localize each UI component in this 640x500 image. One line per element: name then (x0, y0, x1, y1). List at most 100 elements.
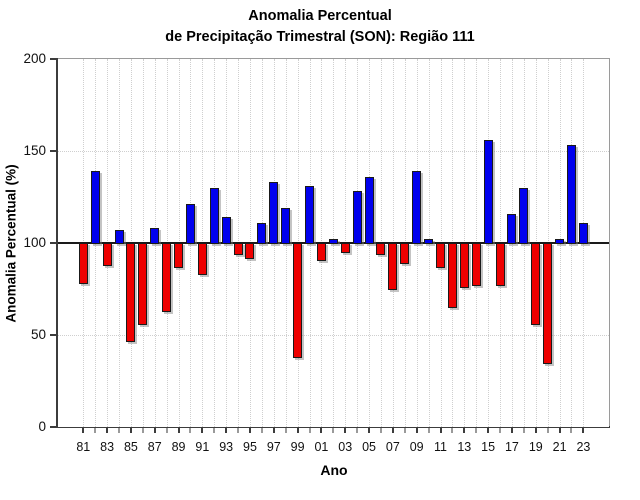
bar-1997 (269, 182, 279, 244)
x-tick-label-13: 13 (457, 440, 472, 454)
bar-2006 (376, 243, 386, 256)
x-tick-2023 (582, 428, 585, 433)
x-tick-2006 (379, 428, 382, 433)
bar-2003 (340, 243, 350, 254)
x-tick-label-17: 17 (504, 440, 519, 454)
x-tick-2005 (368, 428, 371, 433)
bar-1998 (281, 208, 291, 244)
x-tick-1989 (177, 428, 180, 433)
bar-1993 (221, 217, 231, 244)
bar-1992 (209, 187, 219, 244)
bar-1996 (257, 222, 267, 244)
x-tick-1982 (94, 428, 97, 433)
x-tick-label-21: 21 (552, 440, 567, 454)
x-tick-label-15: 15 (481, 440, 496, 454)
x-tick-label-89: 89 (171, 440, 186, 454)
y-tick-0 (50, 426, 58, 428)
bar-2012 (447, 243, 457, 309)
x-tick-label-01: 01 (314, 440, 329, 454)
bar-1985 (126, 243, 136, 342)
x-tick-2010 (427, 428, 430, 433)
bar-2016 (495, 243, 505, 287)
y-tick-label-0: 0 (38, 419, 46, 434)
plot-area (58, 59, 609, 427)
bar-2019 (531, 243, 541, 325)
bar-2005 (364, 176, 374, 244)
x-tick-1999 (296, 428, 299, 433)
bar-1988 (162, 243, 172, 313)
x-tick-2017 (510, 428, 513, 433)
bar-2021 (555, 239, 565, 244)
x-axis-line (56, 426, 610, 428)
x-tick-label-91: 91 (195, 440, 210, 454)
bar-1986 (138, 243, 148, 325)
x-tick-label-87: 87 (147, 440, 162, 454)
x-tick-label-11: 11 (434, 440, 447, 454)
x-tick-2014 (475, 428, 478, 433)
x-axis-title: Ano (320, 462, 348, 478)
x-tick-1996 (260, 428, 263, 433)
x-tick-label-23: 23 (576, 440, 591, 454)
bar-1991 (197, 243, 207, 276)
x-tick-2000 (308, 428, 311, 433)
chart-title-line2: de Precipitação Trimestral (SON): Região… (165, 29, 475, 45)
bar-2009 (412, 171, 422, 244)
plot-border-top (58, 58, 610, 59)
x-tick-2021 (558, 428, 561, 433)
x-tick-1985 (129, 428, 132, 433)
y-tick-50 (50, 334, 58, 336)
x-tick-2020 (546, 428, 549, 433)
x-tick-2009 (415, 428, 418, 433)
x-tick-2015 (487, 428, 490, 433)
x-tick-1984 (118, 428, 121, 433)
x-tick-label-81: 81 (76, 440, 91, 454)
bar-2018 (519, 187, 529, 244)
x-tick-label-99: 99 (290, 440, 305, 454)
bar-2007 (388, 243, 398, 290)
x-tick-1995 (248, 428, 251, 433)
x-tick-2001 (320, 428, 323, 433)
y-tick-label-200: 200 (23, 51, 46, 66)
x-tick-2019 (534, 428, 537, 433)
bar-2017 (507, 213, 517, 244)
x-tick-label-09: 09 (409, 440, 424, 454)
x-tick-1997 (272, 428, 275, 433)
x-tick-2012 (451, 428, 454, 433)
x-tick-2008 (403, 428, 406, 433)
plot-border-right (609, 58, 610, 428)
bar-1982 (90, 171, 100, 244)
x-tick-label-97: 97 (266, 440, 281, 454)
x-tick-label-95: 95 (243, 440, 257, 454)
x-tick-label-05: 05 (362, 440, 377, 454)
x-tick-label-93: 93 (219, 440, 234, 454)
x-tick-1986 (141, 428, 144, 433)
x-tick-label-03: 03 (338, 440, 353, 454)
y-tick-100 (50, 242, 58, 244)
bar-2002 (328, 239, 338, 244)
x-tick-2003 (344, 428, 347, 433)
bar-2020 (543, 243, 553, 364)
bar-1983 (102, 243, 112, 267)
y-axis-title: Anomalia Percentual (%) (3, 164, 19, 323)
x-tick-1983 (106, 428, 109, 433)
bar-1990 (185, 204, 195, 244)
bar-2013 (459, 243, 469, 289)
chart-title: Anomalia Percentual de Precipitação Trim… (0, 6, 640, 48)
y-tick-label-50: 50 (30, 327, 46, 342)
x-tick-1988 (165, 428, 168, 433)
x-tick-1990 (189, 428, 192, 433)
bar-2001 (316, 243, 326, 261)
bar-2014 (471, 243, 481, 287)
x-tick-1991 (201, 428, 204, 433)
bar-2008 (400, 243, 410, 265)
x-tick-2022 (570, 428, 573, 433)
x-tick-1993 (225, 428, 228, 433)
bar-1984 (114, 230, 124, 244)
y-tick-label-100: 100 (23, 235, 46, 250)
bar-2011 (436, 243, 445, 268)
x-tick-label-85: 85 (123, 440, 138, 454)
x-tick-2004 (356, 428, 359, 433)
bar-1995 (245, 243, 255, 259)
x-tick-1992 (213, 428, 216, 433)
